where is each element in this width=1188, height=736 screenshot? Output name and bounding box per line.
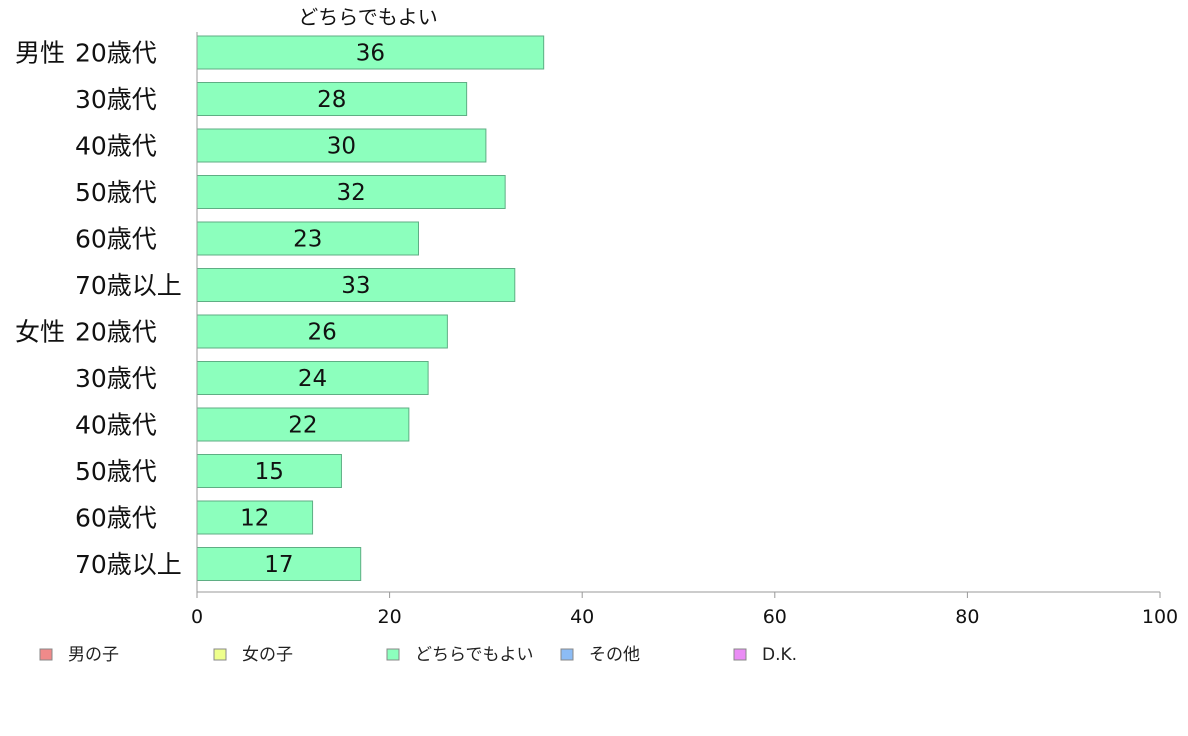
legend-swatch <box>213 648 227 661</box>
bar-value-label: 30 <box>327 134 356 160</box>
category-label: 50歳代 <box>75 457 157 486</box>
legend-label: その他 <box>589 645 640 665</box>
group-label: 男性 <box>15 39 65 68</box>
category-label: 70歳以上 <box>75 271 182 300</box>
bar <box>196 175 506 209</box>
legend-swatch <box>733 648 747 661</box>
series-title: どちらでもよい <box>298 5 437 29</box>
x-tick-label: 100 <box>1142 606 1178 628</box>
bar-value-label: 12 <box>240 506 269 532</box>
bar-value-label: 15 <box>255 459 284 485</box>
legend-swatch <box>560 648 574 661</box>
category-label: 70歳以上 <box>75 550 182 579</box>
bar <box>196 128 487 163</box>
category-label: 40歳代 <box>75 411 157 440</box>
legend-swatch <box>386 648 400 661</box>
bar <box>196 35 545 70</box>
legend-label: D.K. <box>762 645 797 665</box>
bar-value-label: 33 <box>341 273 370 299</box>
legend-label: 男の子 <box>68 645 119 665</box>
bar <box>196 221 419 256</box>
category-label: 20歳代 <box>75 318 157 347</box>
x-axis: 0 20 40 60 80 100 <box>191 32 1178 628</box>
x-tick-label: 80 <box>955 606 979 628</box>
bar-value-label: 32 <box>336 180 365 206</box>
bar-value-label: 36 <box>356 41 385 67</box>
category-label: 50歳代 <box>75 178 157 207</box>
bar-value-label: 22 <box>288 413 317 439</box>
bar <box>196 547 362 581</box>
bar <box>196 314 448 349</box>
bar <box>196 454 342 488</box>
legend-swatch <box>39 648 53 661</box>
bar-value-label: 23 <box>293 227 322 253</box>
category-label: 30歳代 <box>75 85 157 114</box>
category-labels-layer: 20歳代 30歳代 40歳代 50歳代 60歳代 70歳以上 20歳代 30歳代 40歳代 50歳… <box>15 39 182 580</box>
x-tick-label: 40 <box>570 606 594 628</box>
bar-value-label: 26 <box>308 320 337 346</box>
bar <box>196 82 468 116</box>
category-label: 30歳代 <box>75 364 157 393</box>
x-tick-label: 0 <box>191 606 203 628</box>
x-tick-label: 60 <box>763 606 787 628</box>
bar <box>196 500 314 535</box>
bar-value-label: 28 <box>317 87 346 113</box>
category-label: 60歳代 <box>75 225 157 254</box>
category-label: 40歳代 <box>75 132 157 161</box>
x-tick-label: 20 <box>378 606 402 628</box>
legend-label: どちらでもよい <box>415 645 534 665</box>
legend: 男の子 女の子 どちらでもよい その他 D.K. <box>39 645 797 665</box>
category-label: 60歳代 <box>75 504 157 533</box>
bar-value-label: 17 <box>264 552 293 578</box>
category-label: 20歳代 <box>75 39 157 68</box>
bar-value-label: 24 <box>298 366 327 392</box>
group-label: 女性 <box>15 318 65 347</box>
legend-label: 女の子 <box>242 645 293 665</box>
